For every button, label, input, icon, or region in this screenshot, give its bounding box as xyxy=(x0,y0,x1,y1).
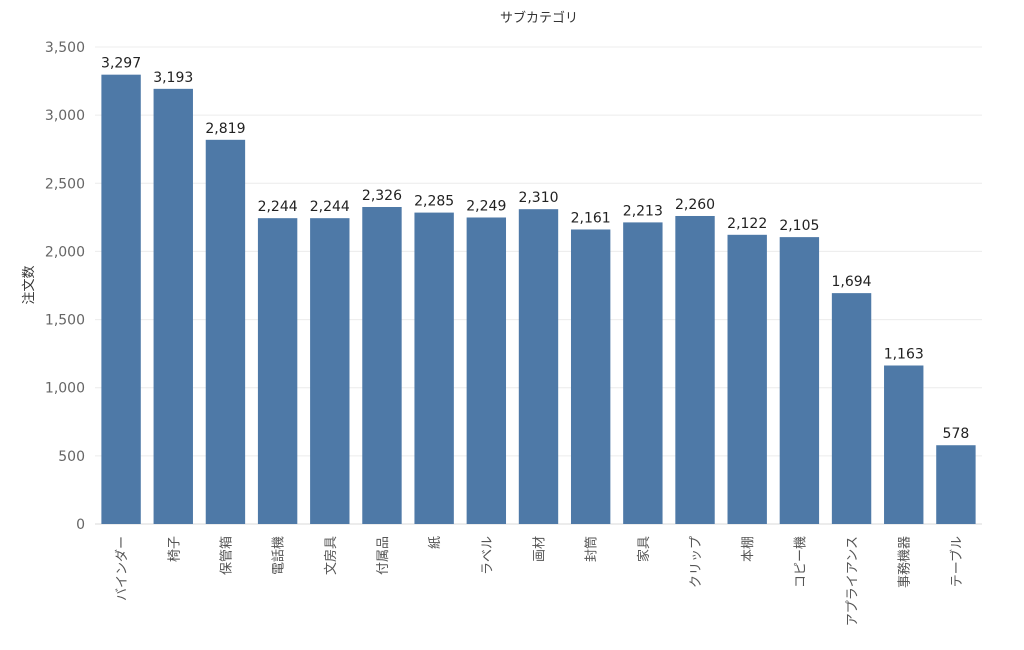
data-labels: 3,297 3,193 2,819 2,244 2,244 2,326 2,285 2,249… xyxy=(101,56,969,443)
x-category-label: 本棚 xyxy=(741,536,756,562)
x-category-label: 付属品 xyxy=(376,536,391,575)
bar[interactable] xyxy=(623,222,663,524)
bar-value-label: 1,163 xyxy=(884,347,924,363)
bar[interactable] xyxy=(362,207,402,524)
bar[interactable] xyxy=(466,217,507,525)
bar[interactable] xyxy=(414,212,454,524)
x-axis-category-labels: バインダー 椅子 保管箱 電話機 文房具 付属品 紙 ラベル 画材 封筒 家具 クリップ 本棚 コピー機 ア… xyxy=(115,536,965,626)
x-category-label: アプライアンス xyxy=(846,536,861,626)
x-category-label: コピー機 xyxy=(793,536,808,588)
x-category-label: 紙 xyxy=(428,536,443,549)
y-tick-label: 3,000 xyxy=(45,108,85,124)
bar-value-label: 3,297 xyxy=(101,56,141,72)
bar-value-label: 2,260 xyxy=(675,197,715,213)
bar-value-label: 2,285 xyxy=(414,194,454,210)
y-axis-title: 注文数 xyxy=(22,265,37,304)
bar[interactable] xyxy=(936,445,976,524)
bar-value-label: 2,310 xyxy=(518,190,558,206)
y-tick-label: 1,500 xyxy=(45,313,85,329)
x-category-label: クリップ xyxy=(689,536,704,588)
x-category-label: 文房具 xyxy=(323,536,339,575)
x-category-label: 封筒 xyxy=(584,536,600,562)
bar-value-label: 2,326 xyxy=(362,188,402,204)
bar-value-label: 1,694 xyxy=(832,274,872,290)
bar-value-label: 2,249 xyxy=(466,198,506,214)
bar[interactable] xyxy=(153,88,193,524)
x-category-label: ラベル xyxy=(480,536,495,575)
x-category-label: 家具 xyxy=(636,536,652,562)
bar[interactable] xyxy=(831,293,872,524)
bar-value-label: 2,819 xyxy=(205,121,245,137)
y-tick-label: 500 xyxy=(58,449,85,465)
y-tick-label: 3,500 xyxy=(45,40,85,56)
bar-value-label: 2,244 xyxy=(258,199,298,215)
x-category-label: 電話機 xyxy=(271,536,287,575)
x-category-label: 画材 xyxy=(533,536,548,562)
y-tick-label: 2,500 xyxy=(45,176,85,192)
bar[interactable] xyxy=(727,234,767,525)
x-category-label: バインダー xyxy=(115,536,130,601)
y-tick-label: 1,000 xyxy=(45,381,85,397)
bar[interactable] xyxy=(310,218,350,525)
x-category-label: テーブル xyxy=(949,536,965,587)
x-category-label: 事務機器 xyxy=(898,536,913,588)
bar[interactable] xyxy=(884,365,924,525)
bar[interactable] xyxy=(101,74,141,525)
chart-title: サブカテゴリ xyxy=(500,10,578,26)
bar[interactable] xyxy=(205,139,246,524)
bar-value-label: 2,244 xyxy=(310,199,350,215)
bar[interactable] xyxy=(518,209,559,524)
bar[interactable] xyxy=(675,215,715,525)
y-tick-label: 0 xyxy=(76,517,85,533)
bar[interactable] xyxy=(779,237,820,524)
bar-value-label: 2,105 xyxy=(779,218,819,234)
y-tick-label: 2,000 xyxy=(45,244,85,260)
x-category-label: 保管箱 xyxy=(218,536,234,575)
bar[interactable] xyxy=(570,229,611,525)
bar-value-label: 2,122 xyxy=(727,216,767,232)
bar-value-label: 2,213 xyxy=(623,203,663,219)
y-axis-ticks: 0 500 1,000 1,500 2,000 2,500 3,000 3,500 xyxy=(45,40,85,533)
x-category-label: 椅子 xyxy=(167,536,182,562)
bars xyxy=(101,74,976,525)
bar-value-label: 3,193 xyxy=(153,70,193,86)
bar-value-label: 578 xyxy=(943,426,970,442)
bar[interactable] xyxy=(257,218,298,525)
bar-value-label: 2,161 xyxy=(571,210,611,226)
